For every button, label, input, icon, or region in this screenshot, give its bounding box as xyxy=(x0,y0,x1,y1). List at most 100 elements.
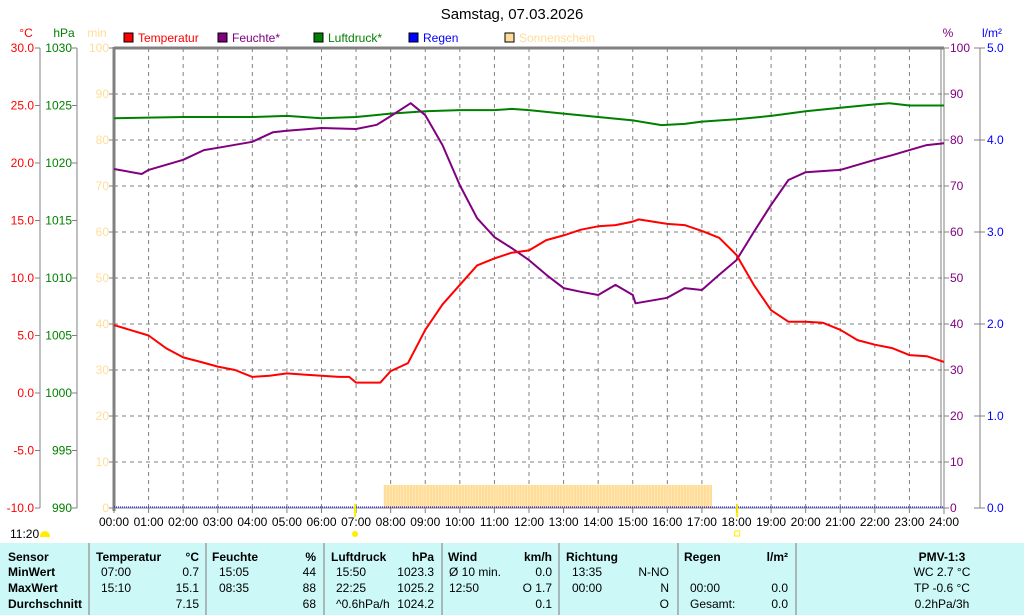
humidity-tick-label: 100 xyxy=(950,41,970,55)
sunshine-bar xyxy=(689,485,692,508)
x-tick-label: 06:00 xyxy=(306,515,336,529)
pressure-tick-label: 1020 xyxy=(45,156,72,170)
sunshine-bar xyxy=(622,485,626,508)
sun-icon xyxy=(40,531,50,537)
stats-hum-time-maxwert: 08:35 xyxy=(219,581,250,595)
sunshine-bar xyxy=(504,485,508,508)
stats-label-durchschnitt: Durchschnitt xyxy=(8,597,83,611)
sunshine-bar xyxy=(700,485,704,508)
legend-label: Sonnenschein xyxy=(519,31,595,45)
sunshine-bar xyxy=(605,485,609,508)
sunshine-bar xyxy=(403,485,407,508)
header-temperature: Temperatur xyxy=(96,550,162,564)
x-tick-label: 24:00 xyxy=(929,515,959,529)
sunshine-tick-label: 80 xyxy=(96,133,110,147)
stats-rain-time-maxwert: 00:00 xyxy=(690,581,721,595)
sunshine-bar xyxy=(556,485,560,508)
header-wind-unit: km/h xyxy=(523,550,552,564)
sunshine-bar xyxy=(631,485,635,508)
sunshine-bar xyxy=(478,485,482,508)
sunshine-bar xyxy=(487,485,491,508)
pressure-tick-label: 1005 xyxy=(45,329,72,343)
temperature-tick-label: 30.0 xyxy=(11,41,35,55)
sunshine-bar xyxy=(637,485,640,508)
sunshine-bar xyxy=(527,485,531,508)
x-tick-label: 02:00 xyxy=(168,515,198,529)
header-pressure: Luftdruck xyxy=(331,550,387,564)
humidity-tick-label: 30 xyxy=(950,363,964,377)
legend-label: Feuchte* xyxy=(232,31,280,45)
sunshine-bar xyxy=(608,485,612,508)
x-tick-label: 23:00 xyxy=(894,515,924,529)
sunshine-bar xyxy=(674,485,678,508)
sunshine-bar xyxy=(395,485,398,508)
sunshine-bar xyxy=(571,485,574,508)
sunshine-bar xyxy=(473,485,476,508)
legend-swatch xyxy=(504,32,515,43)
rain-axis-unit: l/m² xyxy=(982,26,1002,40)
stats-dir-time-maxwert: 00:00 xyxy=(572,581,603,595)
sunshine-bar xyxy=(447,485,450,508)
legend-swatch xyxy=(217,32,228,43)
series-temperature xyxy=(113,218,945,384)
sunshine-bar xyxy=(646,485,649,508)
x-tick-label: 20:00 xyxy=(791,515,821,529)
legend-label: Temperatur xyxy=(138,31,199,45)
sunshine-bar xyxy=(392,485,395,508)
sunshine-bar xyxy=(539,485,542,508)
sunshine-bar xyxy=(455,485,459,508)
sunshine-bar xyxy=(475,485,479,508)
sunshine-bar xyxy=(669,485,672,508)
header-rain-unit: l/m² xyxy=(766,550,788,564)
x-tick-label: 12:00 xyxy=(514,515,544,529)
sunshine-bar xyxy=(663,485,666,508)
rain-tick-label: 5.0 xyxy=(987,41,1004,55)
x-tick-label: 03:00 xyxy=(203,515,233,529)
sunshine-bar xyxy=(516,485,519,508)
stats-dir-minwert: N-NO xyxy=(638,565,669,579)
sunshine-bar xyxy=(467,485,470,508)
humidity-tick-label: 90 xyxy=(950,87,964,101)
pressure-tick-label: 1015 xyxy=(45,214,72,228)
humidity-tick-label: 80 xyxy=(950,133,964,147)
sunshine-bar xyxy=(686,485,689,508)
sunshine-tick-label: 50 xyxy=(96,271,110,285)
humidity-tick-label: 10 xyxy=(950,455,964,469)
x-tick-label: 07:00 xyxy=(341,515,371,529)
sunshine-bar xyxy=(386,485,390,508)
stats-rain-time-durchschnitt: Gesamt: xyxy=(690,597,736,611)
sunshine-tick-label: 60 xyxy=(96,225,110,239)
sunshine-bar xyxy=(565,485,568,508)
humidity-tick-label: 50 xyxy=(950,271,964,285)
sunshine-bar xyxy=(513,485,517,508)
sunshine-bar xyxy=(611,485,615,508)
humidity-tick-label: 70 xyxy=(950,179,964,193)
sunshine-bar xyxy=(481,485,485,508)
sunshine-bar xyxy=(648,485,652,508)
legend-label: Luftdruck* xyxy=(328,31,382,45)
sunshine-bar xyxy=(533,485,537,508)
stats-dir-maxwert: N xyxy=(660,581,669,595)
x-tick-label: 04:00 xyxy=(237,515,267,529)
pressure-tick-label: 1010 xyxy=(45,271,72,285)
legend-swatch xyxy=(408,32,419,43)
sunshine-bar xyxy=(536,485,540,508)
sunshine-bar xyxy=(507,485,511,508)
sunshine-bar xyxy=(588,485,591,508)
series-humidity xyxy=(113,102,945,305)
sunshine-bar xyxy=(651,485,655,508)
sunshine-bar xyxy=(553,485,557,508)
stats-wind-label-maxwert: 12:50 xyxy=(449,581,480,595)
header-humidity-unit: % xyxy=(305,550,316,564)
sunshine-bar xyxy=(490,485,493,508)
sunshine-bar xyxy=(602,485,606,508)
header-humidity: Feuchte xyxy=(212,550,259,564)
stats-dir-time-minwert: 13:35 xyxy=(572,565,603,579)
x-tick-label: 18:00 xyxy=(721,515,751,529)
sunshine-axis-unit: min xyxy=(87,26,106,40)
stats-hum-maxwert: 88 xyxy=(302,581,316,595)
stats-press-maxwert: 1025.2 xyxy=(397,581,434,595)
sunshine-bar xyxy=(697,485,701,508)
sunshine-bar xyxy=(452,485,456,508)
sunshine-bar xyxy=(614,485,617,508)
